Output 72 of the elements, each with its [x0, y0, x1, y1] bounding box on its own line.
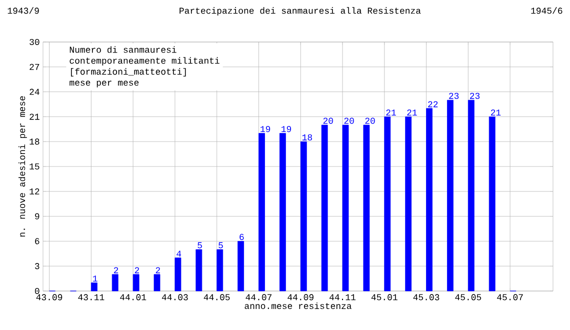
- x-tick-label: 43.11: [78, 294, 104, 300]
- bar: [154, 274, 160, 292]
- x-axis-title: anno.mese resistenza: [244, 302, 352, 310]
- bar: [447, 100, 454, 292]
- x-tick-label: 44.01: [120, 294, 146, 300]
- x-tick-label: 43.09: [36, 294, 62, 300]
- x-tick-label: 44.03: [162, 294, 188, 300]
- bar: [279, 133, 286, 292]
- x-tick-label: 44.09: [288, 294, 314, 300]
- bar: [300, 141, 307, 292]
- data-label: 23: [449, 92, 459, 99]
- bar: [196, 249, 202, 292]
- data-label: 23: [470, 92, 480, 99]
- bar: [174, 258, 182, 292]
- x-tick-label: 45.01: [371, 294, 398, 300]
- data-label: 6: [240, 234, 244, 240]
- y-tick-label: 24: [30, 88, 40, 95]
- bar: [468, 100, 474, 292]
- annotation: contemporaneamente militanti: [70, 57, 220, 66]
- bar: [216, 249, 224, 292]
- bar: [258, 133, 265, 292]
- data-label: 5: [198, 242, 202, 248]
- y-tick-label: 21: [30, 114, 40, 120]
- text: 1943/9: [8, 7, 39, 14]
- data-label: 21: [407, 110, 417, 116]
- x-tick-label: 44.11: [330, 294, 356, 300]
- y-tick-label: 30: [30, 38, 40, 46]
- bar: [342, 124, 349, 292]
- y-axis-title: n. nuove adesioni per mese: [18, 96, 27, 237]
- x-tick-label: 45.05: [455, 294, 482, 300]
- bar: [132, 274, 140, 292]
- data-label: 1: [93, 276, 98, 282]
- data-label: 20: [323, 118, 333, 124]
- data-label: 2: [114, 267, 118, 274]
- y-tick-label: 12: [30, 188, 40, 194]
- data-label: 21: [386, 110, 396, 116]
- x-tick-label: 45.03: [413, 294, 440, 300]
- annotation: [formazioni_matteotti]: [71, 68, 186, 76]
- x-tick-label: 45.07: [497, 294, 523, 300]
- y-tick-label: 27: [30, 64, 40, 70]
- data-label: 19: [260, 126, 270, 132]
- annotation: Numero di sanmauresi: [70, 46, 176, 53]
- data-label: 20: [365, 118, 375, 124]
- data-label: 2: [156, 267, 160, 274]
- data-label: 21: [490, 110, 501, 116]
- chart-title: Partecipazione dei sanmauresi alla Resistenza: [180, 7, 421, 16]
- bar: [426, 108, 432, 292]
- bar: [488, 116, 496, 292]
- text: 1945/6: [531, 7, 562, 14]
- data-label: 2: [134, 267, 140, 274]
- x-tick-label: 44.07: [246, 294, 272, 300]
- bar: [384, 116, 391, 292]
- bar: [90, 282, 98, 292]
- y-tick-label: 18: [30, 138, 40, 145]
- y-tick-label: 9: [35, 213, 40, 220]
- data-label: 22: [428, 101, 438, 108]
- data-label: 5: [218, 242, 223, 248]
- data-label: 19: [282, 126, 292, 132]
- x-tick-label: 44.05: [204, 294, 230, 300]
- bar: [321, 124, 328, 292]
- annotation: mese per mese: [70, 80, 139, 88]
- bar: [112, 274, 118, 292]
- bar: [405, 116, 412, 292]
- y-tick-label: 0: [34, 288, 40, 294]
- y-tick-label: 6: [35, 238, 40, 244]
- y-tick-label: 15: [30, 164, 40, 170]
- y-tick-label: 3: [35, 263, 40, 270]
- data-label: 4: [176, 250, 182, 257]
- data-label: 20: [344, 118, 354, 124]
- data-label: 18: [302, 134, 312, 140]
- bar: [238, 241, 244, 292]
- bar: [363, 124, 370, 292]
